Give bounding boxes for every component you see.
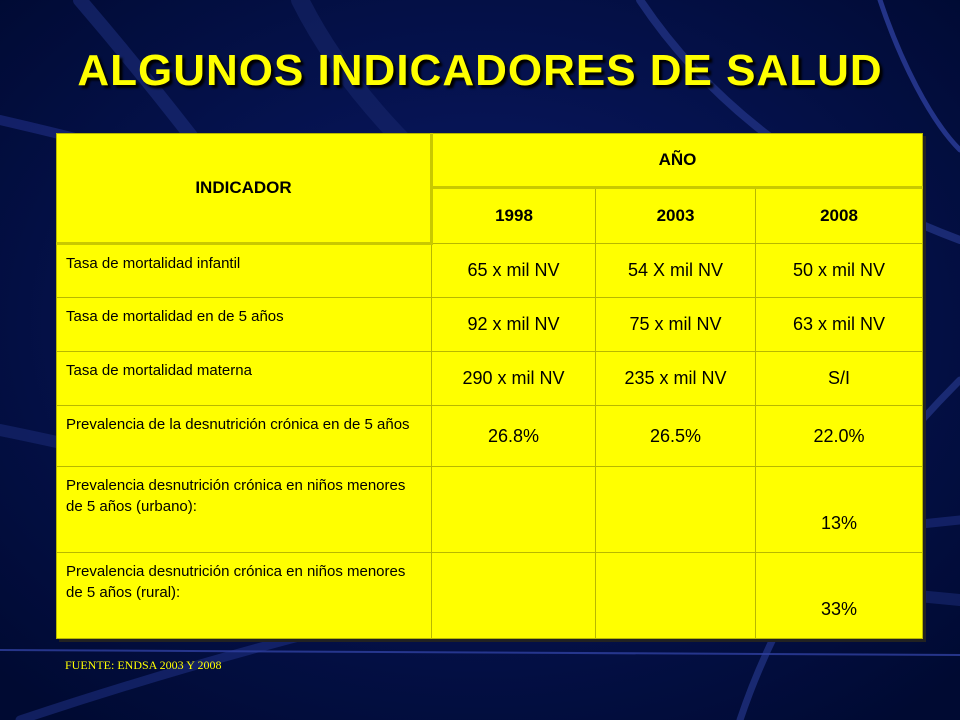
value-cell: 65 x mil NV	[431, 243, 596, 298]
value-cell	[595, 552, 756, 639]
header-year-2003: 2003	[595, 187, 756, 244]
value-cell: 290 x mil NV	[431, 351, 596, 406]
header-indicador: INDICADOR	[56, 133, 433, 245]
table-row: Prevalencia de la desnutrición crónica e…	[56, 405, 924, 467]
indicator-label: Prevalencia desnutrición crónica en niño…	[56, 552, 432, 639]
indicator-label: Tasa de mortalidad infantil	[56, 243, 432, 298]
value-cell: 63 x mil NV	[754, 297, 924, 352]
health-indicators-table: INDICADOR AÑO 1998 2003 2008 Tasa de mor…	[56, 133, 924, 639]
header-year-2008: 2008	[754, 187, 924, 244]
value-cell: 33%	[754, 552, 924, 639]
table-header-row: INDICADOR AÑO	[56, 133, 924, 245]
header-year-1998: 1998	[431, 187, 596, 244]
value-cell: 235 x mil NV	[595, 351, 756, 406]
indicator-label: Prevalencia de la desnutrición crónica e…	[56, 405, 432, 467]
value-cell: 13%	[754, 466, 924, 553]
value-cell: 26.5%	[595, 405, 756, 467]
page-title: ALGUNOS INDICADORES DE SALUD	[77, 46, 883, 95]
source-note: FUENTE: ENDSA 2003 Y 2008	[65, 658, 222, 672]
value-cell: S/I	[754, 351, 924, 406]
value-cell	[595, 466, 756, 553]
value-cell: 26.8%	[431, 405, 596, 467]
table-row: Prevalencia desnutrición crónica en niño…	[56, 552, 924, 639]
value-cell: 22.0%	[754, 405, 924, 467]
table-row: Tasa de mortalidad infantil 65 x mil NV …	[56, 243, 924, 298]
value-cell: 50 x mil NV	[754, 243, 924, 298]
value-cell: 54 X mil NV	[595, 243, 756, 298]
indicator-label: Tasa de mortalidad materna	[56, 351, 432, 406]
table-row: Tasa de mortalidad materna 290 x mil NV …	[56, 351, 924, 406]
indicator-label: Tasa de mortalidad en de 5 años	[56, 297, 432, 352]
header-ano: AÑO	[430, 133, 924, 189]
value-cell: 75 x mil NV	[595, 297, 756, 352]
value-cell	[431, 466, 596, 553]
table-row: Tasa de mortalidad en de 5 años 92 x mil…	[56, 297, 924, 352]
value-cell: 92 x mil NV	[431, 297, 596, 352]
value-cell	[431, 552, 596, 639]
table-row: Prevalencia desnutrición crónica en niño…	[56, 466, 924, 553]
table-years-row: 1998 2003 2008	[57, 187, 924, 244]
indicator-label: Prevalencia desnutrición crónica en niño…	[56, 466, 432, 553]
